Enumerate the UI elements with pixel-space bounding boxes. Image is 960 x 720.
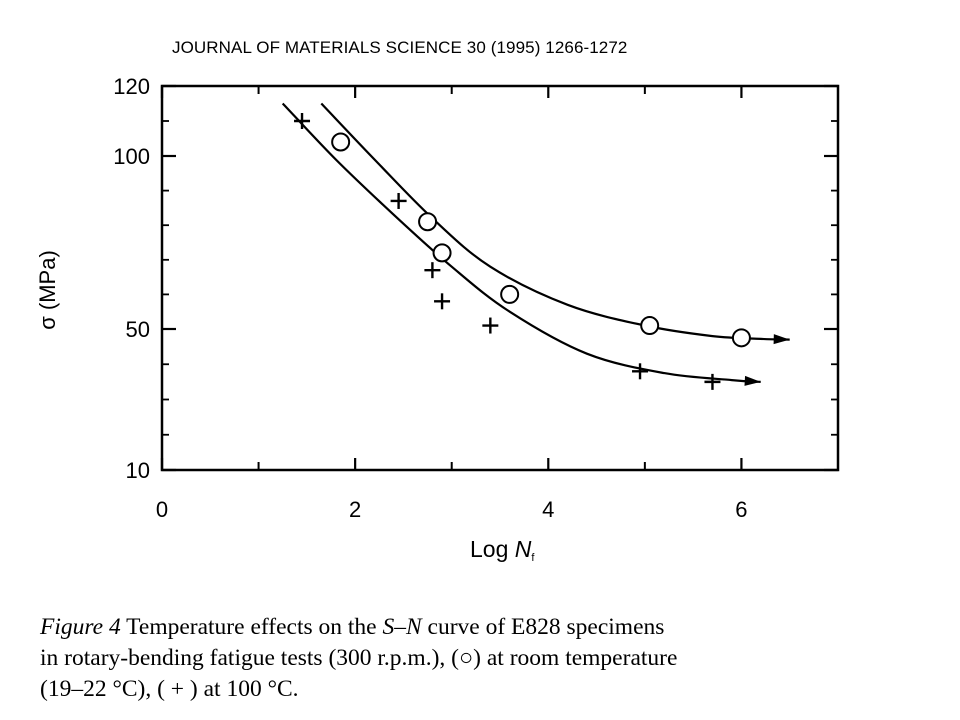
data-point-circle — [640, 316, 660, 336]
x-axis-label: Log Nf — [470, 536, 534, 564]
caption-line1-a: Temperature effects on the — [120, 614, 383, 640]
data-point-plus — [632, 363, 649, 380]
figure-caption: Figure 4 Temperature effects on the S–N … — [40, 612, 920, 705]
x-axis-label-prefix: Log — [470, 536, 515, 562]
x-tick-label: 4 — [542, 497, 554, 522]
data-point-plus — [482, 317, 499, 334]
x-axis-label-var: N — [514, 536, 532, 562]
data-point-circle — [418, 212, 438, 232]
journal-citation: JOURNAL OF MATERIALS SCIENCE 30 (1995) 1… — [172, 38, 628, 57]
caption-line-2: in rotary-bending fatigue tests (300 r.p… — [40, 645, 678, 671]
caption-figure-label: Figure 4 — [40, 614, 121, 640]
data-point-plus — [424, 262, 441, 279]
caption-line1-b: curve of E828 specimens — [421, 614, 665, 640]
data-point-plus — [434, 293, 451, 310]
x-tick-label: 0 — [156, 497, 168, 522]
data-point-plus — [294, 113, 311, 129]
sn-curve-chart: 0 2 4 6 10 50 100 120 — [113, 74, 840, 522]
data-markers — [294, 113, 751, 390]
runout-arrow-circle — [773, 334, 790, 345]
caption-line-1: Figure 4 Temperature effects on the S–N … — [40, 612, 920, 643]
plot-frame — [160, 84, 840, 472]
data-point-circle — [731, 328, 751, 348]
data-point-plus — [390, 192, 407, 209]
y-axis-label: σ (MPa) — [35, 250, 60, 330]
data-point-circle — [432, 243, 452, 263]
x-tick-label: 2 — [349, 497, 361, 522]
data-point-circle — [500, 284, 520, 304]
y-tick-label: 100 — [113, 144, 150, 169]
y-tick-label: 10 — [126, 458, 150, 483]
caption-line-3: (19–22 °C), ( + ) at 100 °C. — [40, 676, 299, 702]
fitted-curves — [281, 102, 790, 386]
axis-ticks: 0 2 4 6 10 50 100 120 — [113, 74, 839, 522]
data-point-plus — [704, 373, 721, 390]
y-tick-label: 120 — [113, 74, 150, 99]
x-axis-label-sub: f — [531, 552, 535, 564]
curve-circle — [320, 102, 790, 341]
x-tick-label: 6 — [735, 497, 747, 522]
data-point-circle — [331, 132, 351, 152]
curve-plus — [281, 102, 761, 383]
caption-sn: S–N — [382, 614, 422, 640]
runout-arrow-plus — [744, 375, 761, 386]
y-tick-label: 50 — [126, 317, 150, 342]
